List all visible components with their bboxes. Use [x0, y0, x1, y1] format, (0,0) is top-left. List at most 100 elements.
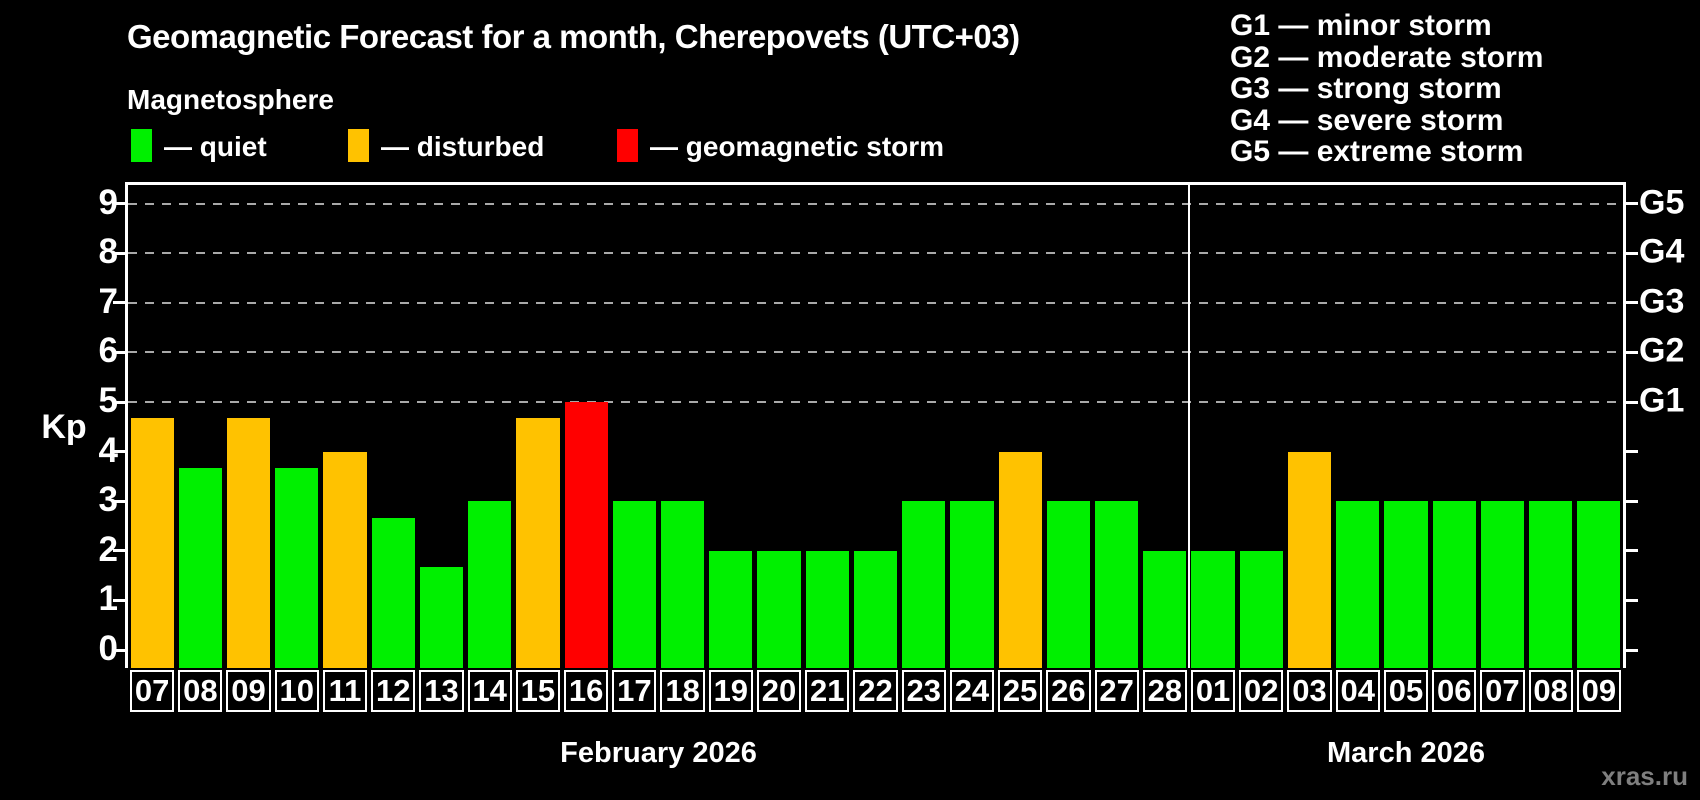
right-tick — [1626, 648, 1638, 652]
kp-bar — [419, 567, 464, 668]
kp-bar — [998, 451, 1042, 668]
g-level-label-g1: G1 — [1639, 381, 1685, 420]
kp-bar — [130, 418, 174, 668]
day-label-14: 14 — [467, 670, 512, 712]
day-label-08: 08 — [178, 670, 223, 712]
grid-line — [128, 401, 1623, 403]
y-tick-label: 4 — [98, 430, 118, 470]
kp-bar — [178, 467, 222, 668]
y-tick — [113, 202, 125, 206]
kp-bar — [275, 467, 319, 668]
day-label-12: 12 — [371, 670, 416, 712]
g-legend-item-g5: G5 — extreme storm — [1230, 135, 1524, 168]
day-label-16: 16 — [564, 670, 609, 712]
kp-bar — [612, 501, 656, 668]
g-level-label-g3: G3 — [1639, 282, 1685, 321]
kp-bar — [709, 550, 753, 668]
kp-bar — [323, 451, 367, 668]
kp-bar — [226, 418, 271, 668]
day-label-07: 07 — [1480, 670, 1525, 712]
kp-bar — [1432, 501, 1476, 668]
kp-bar — [1239, 550, 1283, 668]
kp-bar — [371, 517, 415, 668]
grid-line — [128, 351, 1623, 354]
kp-bar — [757, 550, 801, 668]
y-tick-label: 1 — [98, 579, 118, 619]
kp-bar — [950, 501, 994, 668]
kp-bar — [1191, 550, 1235, 668]
y-tick-label: 9 — [98, 182, 118, 222]
kp-bar — [1287, 451, 1332, 668]
kp-bar — [1529, 501, 1573, 668]
g-level-label-g4: G4 — [1639, 232, 1685, 271]
legend-label-quiet: — quiet — [164, 131, 267, 162]
y-tick-label: 2 — [98, 529, 118, 569]
kp-bar — [468, 501, 512, 668]
grid-line — [128, 202, 1623, 205]
y-tick — [113, 251, 125, 255]
day-label-07: 07 — [130, 670, 175, 712]
day-label-13: 13 — [419, 670, 464, 712]
day-label-04: 04 — [1335, 670, 1380, 712]
day-label-23: 23 — [901, 670, 946, 712]
day-label-08: 08 — [1528, 670, 1573, 712]
day-label-20: 20 — [756, 670, 802, 712]
legend-label-disturbed: — disturbed — [381, 131, 545, 162]
grid-line — [128, 252, 1623, 255]
kp-bar — [564, 402, 608, 668]
day-label-17: 17 — [612, 670, 657, 712]
day-label-03: 03 — [1287, 670, 1332, 712]
kp-bar — [1143, 550, 1187, 668]
right-tick — [1626, 301, 1638, 305]
day-label-21: 21 — [805, 670, 850, 712]
month-label-march: March 2026 — [1327, 737, 1485, 769]
g-legend-item-g1: G1 — minor storm — [1230, 9, 1492, 42]
kp-bar — [1336, 501, 1380, 668]
y-tick — [113, 301, 125, 305]
quiet-color-swatch — [131, 129, 152, 162]
storm-color-swatch — [617, 129, 638, 162]
kp-bar — [902, 501, 946, 668]
right-tick — [1626, 400, 1638, 404]
kp-bar — [1095, 501, 1139, 668]
day-label-25: 25 — [998, 670, 1043, 712]
right-tick — [1626, 202, 1638, 206]
day-label-26: 26 — [1046, 670, 1091, 712]
day-label-02: 02 — [1239, 670, 1284, 712]
kp-bar — [1384, 501, 1428, 668]
kp-bar — [1577, 501, 1621, 668]
g-legend-item-g4: G4 — severe storm — [1230, 103, 1504, 137]
y-tick-label: 6 — [98, 331, 118, 371]
g-legend-item-g3: G3 — strong storm — [1230, 72, 1502, 105]
g-level-label-g5: G5 — [1639, 183, 1685, 222]
right-tick — [1626, 450, 1638, 454]
g-scale-legend: G1 — minor storm G2 — moderate storm G3 … — [1230, 10, 1543, 168]
kp-bar — [1480, 501, 1525, 668]
day-label-01: 01 — [1190, 670, 1236, 712]
y-tick-label: 0 — [98, 629, 118, 669]
disturbed-color-swatch — [348, 129, 369, 162]
plot-border-left — [125, 182, 128, 668]
right-tick — [1626, 350, 1638, 354]
y-tick-label: 3 — [98, 480, 118, 520]
kp-bar — [1046, 501, 1090, 668]
day-label-05: 05 — [1383, 670, 1429, 712]
plot-border-right — [1623, 182, 1626, 668]
day-label-27: 27 — [1094, 670, 1139, 712]
y-tick — [113, 400, 125, 404]
right-tick — [1626, 251, 1638, 255]
legend-label-storm: — geomagnetic storm — [650, 131, 945, 162]
right-tick — [1626, 499, 1638, 503]
y-tick-label: 5 — [98, 381, 118, 421]
g-level-label-g2: G2 — [1639, 332, 1685, 371]
y-tick — [113, 450, 125, 454]
day-label-15: 15 — [515, 670, 561, 712]
y-tick — [113, 350, 125, 354]
page-title: Geomagnetic Forecast for a month, Cherep… — [127, 18, 1020, 55]
day-label-10: 10 — [274, 670, 319, 712]
kp-bar — [805, 550, 849, 668]
y-tick — [113, 598, 125, 602]
day-label-06: 06 — [1432, 670, 1477, 712]
